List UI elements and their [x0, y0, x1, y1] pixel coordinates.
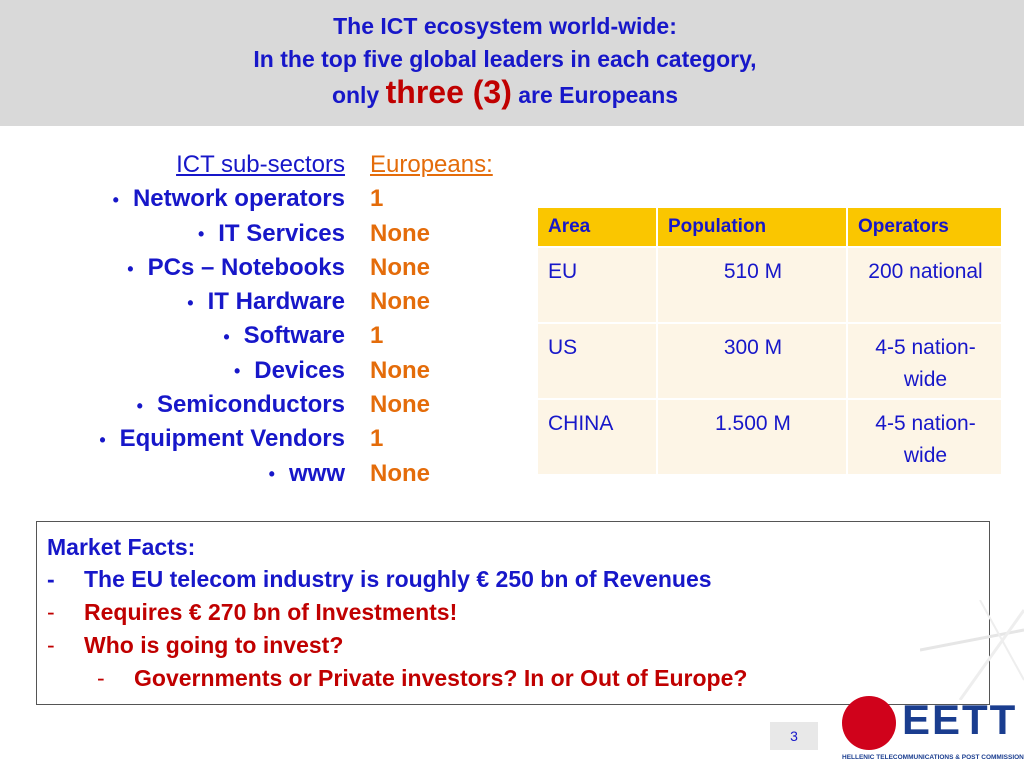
bullet-icon: •: [99, 430, 106, 451]
dash-marker: -: [47, 566, 55, 592]
cell-operators: 200 national: [846, 246, 1003, 324]
europeans-value: None: [370, 391, 430, 419]
subsector-label: PCs – Notebooks: [147, 253, 345, 281]
subsector-list: ICT sub-sectors • Network operators • IT S…: [20, 148, 345, 491]
market-fact-text: Governments or Private investors? In or …: [134, 665, 748, 691]
title-band: [0, 0, 1024, 126]
market-fact: - Who is going to invest?: [47, 632, 343, 659]
subsector-item: • IT Services: [20, 217, 345, 251]
europeans-value: 1: [370, 185, 384, 213]
subsector-item: • www: [20, 457, 345, 491]
title-line-3-pre: only: [331, 82, 380, 108]
subsector-item: • IT Hardware: [20, 285, 345, 319]
eett-logo: EETT HELLENIC TELECOMMUNICATIONS & POST …: [842, 692, 1024, 768]
table-row: CHINA 1.500 M 4-5 nation-wide: [536, 398, 1003, 476]
cell-operators: 4-5 nation-wide: [846, 398, 1003, 476]
table-row: EU 510 M 200 national: [536, 246, 1003, 324]
cell-population: 510 M: [656, 246, 848, 324]
subsector-item: • Software: [20, 319, 345, 353]
slide-title: The ICT ecosystem world-wide: In the top…: [0, 10, 1010, 112]
subsector-item: • Equipment Vendors: [20, 422, 345, 456]
dash-marker: -: [47, 632, 55, 658]
cell-area: US: [536, 322, 658, 400]
operators-table: Area Population Operators EU 510 M 200 n…: [536, 206, 1003, 476]
market-fact-text: The EU telecom industry is roughly € 250…: [84, 566, 712, 592]
subsector-label: Software: [243, 322, 345, 350]
table-header-row: Area Population Operators: [536, 206, 1003, 248]
bullet-icon: •: [187, 292, 194, 313]
subsector-label: Semiconductors: [156, 391, 345, 419]
europeans-value: None: [370, 459, 430, 487]
market-fact-text: Who is going to invest?: [84, 632, 344, 658]
bullet-icon: •: [112, 189, 119, 210]
cell-population: 300 M: [656, 322, 848, 400]
cell-population: 1.500 M: [656, 398, 848, 476]
bullet-icon: •: [197, 224, 205, 245]
title-line-2: In the top five global leaders in each c…: [253, 46, 757, 72]
europeans-value: None: [370, 253, 430, 281]
dash-marker: -: [97, 665, 105, 691]
bullet-icon: •: [268, 464, 275, 485]
subsector-label: Devices: [254, 356, 345, 384]
cell-operators: 4-5 nation-wide: [846, 322, 1003, 400]
cell-area: CHINA: [536, 398, 658, 476]
subsector-item: • Network operators: [20, 182, 345, 216]
cell-area: EU: [536, 246, 658, 324]
title-line-3-post: are Europeans: [518, 82, 679, 108]
europeans-header-text: Europeans:: [370, 151, 493, 178]
market-fact-text: Requires € 270 bn of Investments!: [84, 599, 458, 625]
europeans-value: 1: [370, 425, 384, 453]
europeans-value: 1: [370, 322, 384, 350]
subsector-label: IT Hardware: [207, 288, 345, 316]
page-number: 3: [770, 722, 818, 750]
europeans-list: Europeans: 1 None None None 1 None None …: [370, 148, 540, 491]
europeans-header: Europeans:: [370, 148, 540, 182]
logo-emblem-icon: [842, 696, 896, 750]
bullet-icon: •: [136, 395, 143, 416]
column-header-area: Area: [536, 206, 658, 248]
bullet-icon: •: [223, 327, 230, 348]
logo-wordmark: EETT: [902, 696, 1018, 743]
subsector-label: IT Services: [218, 219, 345, 247]
bullet-icon: •: [233, 361, 241, 382]
dash-marker: -: [47, 599, 55, 625]
market-fact: - Requires € 270 bn of Investments!: [47, 599, 457, 626]
subsector-label: Equipment Vendors: [119, 425, 345, 453]
europeans-value: None: [370, 288, 430, 316]
title-highlight: three (3): [385, 74, 512, 110]
europeans-value: None: [370, 219, 430, 247]
subsector-label: www: [288, 459, 345, 487]
subsector-label: Network operators: [132, 185, 345, 213]
decorative-lines-icon: [920, 600, 1024, 700]
logo-subtitle: HELLENIC TELECOMMUNICATIONS & POST COMMI…: [842, 754, 1024, 761]
market-fact: - Governments or Private investors? In or…: [47, 665, 747, 692]
market-facts-box: Market Facts: - The EU telecom industry i…: [36, 521, 990, 705]
subsector-item: • Semiconductors: [20, 388, 345, 422]
title-line-3: only three (3) are Europeans: [0, 76, 1010, 112]
bullet-icon: •: [127, 258, 134, 279]
title-line-1: The ICT ecosystem world-wide:: [333, 13, 677, 39]
market-facts-heading: Market Facts:: [47, 534, 196, 560]
subsector-item: • Devices: [20, 354, 345, 388]
market-fact: - The EU telecom industry is roughly € 25…: [47, 566, 712, 593]
europeans-value: None: [370, 356, 430, 384]
table-row: US 300 M 4-5 nation-wide: [536, 322, 1003, 400]
subsector-item: • PCs – Notebooks: [20, 251, 345, 285]
column-header-population: Population: [656, 206, 848, 248]
subsector-header-text: ICT sub-sectors: [176, 151, 345, 178]
subsector-header: ICT sub-sectors: [20, 148, 345, 182]
column-header-operators: Operators: [846, 206, 1003, 248]
